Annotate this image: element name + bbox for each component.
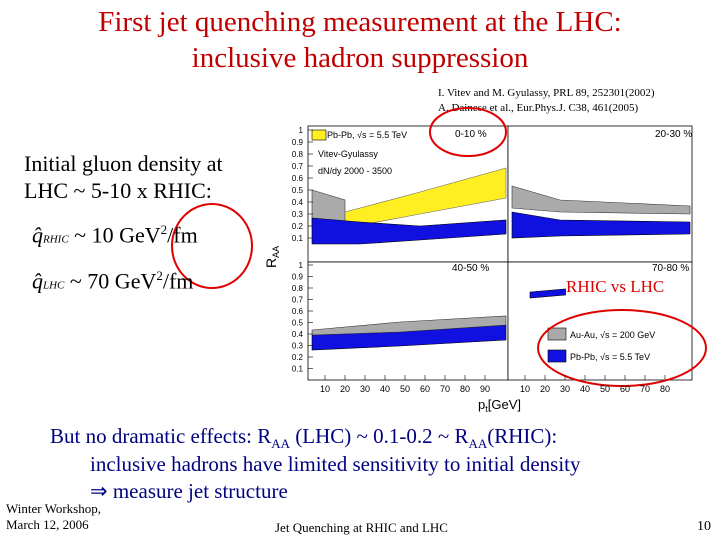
subscript: AA [468, 436, 488, 452]
formula-relation: ~ 70 GeV [69, 268, 157, 294]
subscript: AA [271, 436, 290, 452]
x-tick-label: 70 [640, 384, 650, 394]
bottom-line: ⇒ measure jet structure [90, 479, 288, 503]
formula-unit: /fm [162, 268, 194, 294]
formula-power: 2 [156, 268, 163, 283]
y-tick-label: 0.2 [292, 353, 304, 362]
legend-text: dN/dy 2000 - 3500 [318, 166, 392, 176]
y-axis-label-sub: AA [271, 246, 281, 258]
legend-text: Au-Au, √s = 200 GeV [570, 330, 655, 340]
y-tick-label: 0.5 [292, 186, 304, 195]
panel-label: 0-10 % [455, 129, 487, 140]
x-tick-label: 30 [560, 384, 570, 394]
x-tick-label: 40 [580, 384, 590, 394]
y-tick-label: 0.2 [292, 222, 304, 231]
x-tick-label: 80 [460, 384, 470, 394]
x-tick-label: 50 [600, 384, 610, 394]
x-tick-label: 10 [520, 384, 530, 394]
text: But no dramatic effects: R [50, 424, 272, 448]
x-tick-label: 80 [660, 384, 670, 394]
title: First jet quenching measurement at the L… [0, 4, 720, 76]
y-tick-label: 0.4 [292, 198, 304, 207]
panel-label: 70-80 % [652, 263, 689, 274]
left-text-line: Initial gluon density at [24, 151, 223, 176]
x-axis-label-sub: t [485, 404, 488, 414]
y-tick-label: 0.7 [292, 162, 304, 171]
y-axis-label: RAA [263, 246, 281, 268]
x-axis-label: pt[GeV] [478, 397, 521, 414]
x-tick-label: 60 [620, 384, 630, 394]
page-number: 10 [697, 519, 711, 534]
x-axis-label-unit: [GeV] [488, 397, 521, 412]
y-tick-label: 1 [299, 126, 304, 135]
footer-left: Winter Workshop, March 12, 2006 [6, 501, 101, 533]
x-tick-label: 40 [380, 384, 390, 394]
x-axis-label-main: p [478, 397, 485, 412]
y-tick-label: 0.3 [292, 210, 304, 219]
y-tick-label: 0.1 [292, 365, 304, 374]
x-tick-label: 90 [480, 384, 490, 394]
band-rhic [511, 185, 691, 215]
y-tick-label: 0.8 [292, 284, 304, 293]
footer-center: Jet Quenching at RHIC and LHC [275, 520, 448, 535]
annotation: RHIC vs LHC [566, 277, 665, 297]
formula-power: 2 [160, 222, 168, 237]
y-tick-label: 0.4 [292, 330, 304, 339]
text: (RHIC): [487, 424, 558, 448]
legend-text: Pb-Pb, √s = 5.5 TeV [570, 352, 650, 362]
legend-swatch [547, 327, 567, 341]
band-lhc [311, 217, 507, 245]
band-lhc [511, 211, 691, 239]
x-tick-label: 50 [400, 384, 410, 394]
y-tick-label: 0.5 [292, 319, 304, 328]
y-tick-label: 0.6 [292, 307, 304, 316]
formula-unit: /fm [167, 222, 198, 248]
plot-area: Pb-Pb, √s = 5.5 TeV Vitev-Gyulassy dN/dy… [171, 107, 707, 414]
legend-swatch [311, 129, 327, 141]
left-text-line: LHC ~ 5-10 x RHIC: [24, 178, 212, 203]
y-tick-label: 0.9 [292, 273, 304, 282]
reference: I. Vitev and M. Gyulassy, PRL 89, 252301… [438, 87, 655, 99]
formula-subscript: LHC [43, 279, 65, 292]
title-line: inclusive hadron suppression [191, 42, 529, 74]
y-tick-label: 0.3 [292, 342, 304, 351]
footer-line: March 12, 2006 [6, 517, 89, 532]
x-tick-label: 60 [420, 384, 430, 394]
panel-label: 40-50 % [452, 263, 489, 274]
formula-symbol: q̂ [32, 268, 43, 294]
title-line: First jet quenching measurement at the L… [98, 6, 622, 38]
x-tick-label: 20 [540, 384, 550, 394]
x-tick-label: 20 [340, 384, 350, 394]
panel-label: 20-30 % [655, 129, 692, 140]
y-tick-label: 0.8 [292, 150, 304, 159]
legend-text: Pb-Pb, √s = 5.5 TeV [327, 130, 407, 140]
highlight-circle [537, 309, 707, 387]
y-tick-label: 0.6 [292, 174, 304, 183]
y-tick-label: 0.1 [292, 234, 304, 243]
formula: q̂RHIC ~ 10 GeV2/fm [32, 222, 198, 248]
text: (LHC) ~ 0.1-0.2 ~ R [290, 424, 469, 448]
formula-relation: ~ 10 GeV [74, 222, 161, 248]
x-tick-label: 30 [360, 384, 370, 394]
formula: q̂LHC ~ 70 GeV2/fm [32, 268, 193, 294]
bottom-line: inclusive hadrons have limited sensitivi… [90, 452, 581, 476]
legend-swatch [547, 349, 567, 363]
band-rhic [311, 315, 507, 336]
footer-line: Winter Workshop, [6, 501, 101, 516]
formula-subscript: RHIC [43, 233, 69, 246]
formula-symbol: q̂ [32, 222, 43, 248]
x-tick-label: 10 [320, 384, 330, 394]
y-tick-label: 0.7 [292, 296, 304, 305]
y-tick-label: 1 [299, 261, 304, 270]
legend-text: Vitev-Gyulassy [318, 149, 378, 159]
y-tick-label: 0.9 [292, 138, 304, 147]
highlight-circle [429, 107, 507, 157]
left-text: Initial gluon density at LHC ~ 5-10 x RH… [24, 150, 223, 204]
highlight-circle [171, 203, 253, 289]
y-axis-label-main: R [263, 258, 279, 268]
x-tick-label: 70 [440, 384, 450, 394]
bottom-line: But no dramatic effects: RAA (LHC) ~ 0.1… [50, 424, 557, 452]
